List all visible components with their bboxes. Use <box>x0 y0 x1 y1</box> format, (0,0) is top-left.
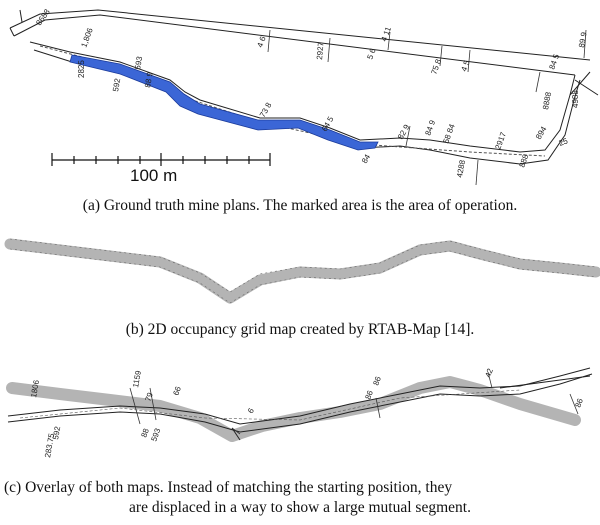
occupancy-grid-drawing <box>4 238 600 304</box>
svg-text:593: 593 <box>133 55 144 70</box>
svg-text:8888: 8888 <box>541 91 553 111</box>
overlay-label-592: 592 <box>51 425 62 440</box>
svg-text:25: 25 <box>558 136 570 148</box>
svg-text:4988: 4988 <box>571 90 580 108</box>
svg-text:58 84: 58 84 <box>441 122 456 144</box>
svg-text:1,806: 1,806 <box>79 26 94 48</box>
operation-area-highlight <box>69 54 379 151</box>
svg-text:73 8: 73 8 <box>258 101 274 119</box>
left-shaft <box>9 9 23 37</box>
svg-text:84: 84 <box>360 152 373 165</box>
caption-a: (a) Ground truth mine plans. The marked … <box>82 197 518 214</box>
overlay-label-66: 66 <box>171 385 183 397</box>
caption-b: (b) 2D occupancy grid map created by RTA… <box>125 321 475 338</box>
svg-text:84 9: 84 9 <box>423 118 437 136</box>
svg-text:64 5: 64 5 <box>320 115 336 133</box>
svg-text:89 9: 89 9 <box>577 31 589 48</box>
caption-c-line1: (c) Overlay of both maps. Instead of mat… <box>4 479 453 496</box>
right-branch <box>569 71 599 96</box>
overlay-label-86b: 86 <box>363 389 375 401</box>
upper-tunnel-bottom-wall <box>13 14 576 76</box>
svg-text:2825: 2825 <box>77 60 86 78</box>
overlay-label-1159: 1159 <box>131 369 143 388</box>
svg-text:8688: 8688 <box>34 7 52 27</box>
svg-text:894: 894 <box>534 124 549 141</box>
svg-text:84 5: 84 5 <box>547 52 561 70</box>
overlay-label-593: 593 <box>149 427 162 443</box>
overlay-label-86c: 86 <box>573 397 585 409</box>
overlay-occupancy-corridor <box>6 376 581 442</box>
main-tunnel-top-wall <box>29 41 576 153</box>
upper-tunnel-top-wall <box>9 9 591 61</box>
svg-text:592: 592 <box>111 77 122 92</box>
overlay-label-86a: 86 <box>371 375 383 387</box>
svg-text:5 6: 5 6 <box>365 47 377 61</box>
svg-text:4288: 4288 <box>455 159 467 179</box>
overlay-drawing: 1806 592 283.75 1159 79 66 88 593 6 86 8… <box>6 367 593 458</box>
svg-text:2927: 2927 <box>315 41 326 60</box>
svg-text:2917: 2917 <box>493 130 508 150</box>
occupancy-grid-corridor <box>4 238 600 304</box>
svg-text:88 9: 88 9 <box>143 71 155 88</box>
svg-text:75 8: 75 8 <box>429 57 443 75</box>
overlay-label-88: 88 <box>139 427 151 439</box>
scale-bar <box>51 153 271 166</box>
overlay-label-79: 79 <box>143 391 155 403</box>
caption-c-line2: are displaced in a way to show a large m… <box>129 499 471 516</box>
overlay-label-6: 6 <box>246 406 256 415</box>
svg-text:4 6: 4 6 <box>255 35 267 49</box>
overlay-label-42: 42 <box>483 367 495 379</box>
panel-c-overlay: 1806 592 283.75 1159 79 66 88 593 6 86 8… <box>0 358 600 470</box>
mine-plan-drawing: 8688 1,806 2825 592 593 88 9 4 6 2927 5 … <box>9 7 599 186</box>
overlay-label-283: 283.75 <box>43 432 56 458</box>
panel-a-mine-plan: 8688 1,806 2825 592 593 88 9 4 6 2927 5 … <box>0 0 600 190</box>
overlay-label-1806: 1806 <box>29 379 41 399</box>
svg-text:888: 888 <box>517 153 530 169</box>
panel-b-occupancy-grid <box>0 228 600 318</box>
scale-bar-label: 100 m <box>130 166 177 185</box>
